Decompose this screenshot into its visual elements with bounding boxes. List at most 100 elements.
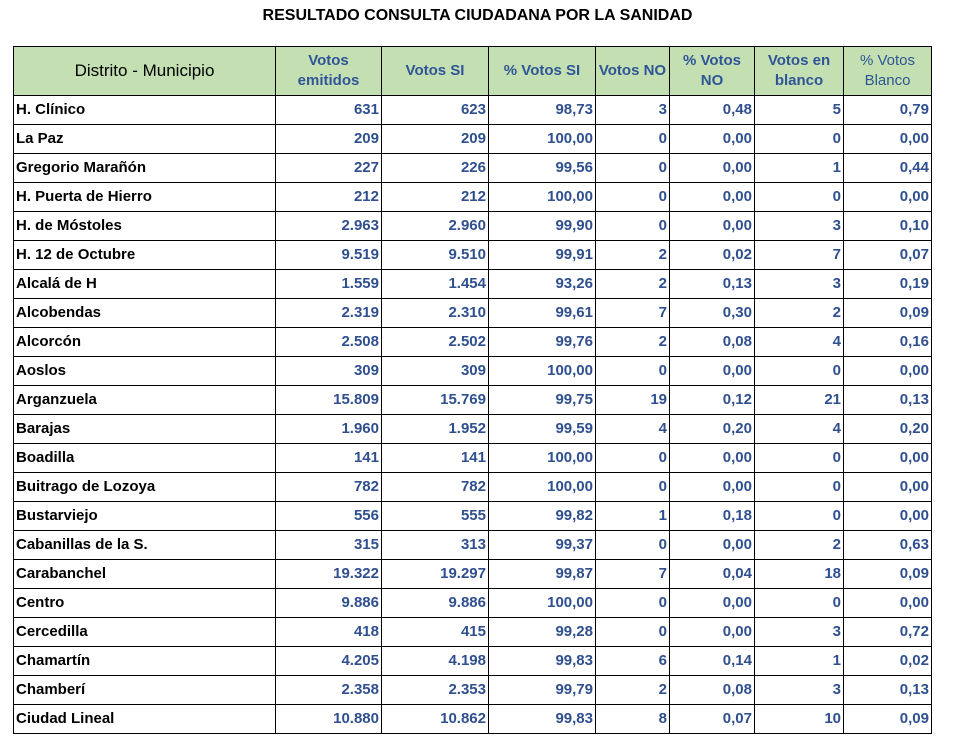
table-cell: 99,75 [488, 385, 596, 415]
table-cell: 2.963 [275, 211, 382, 241]
table-cell: 0,12 [669, 385, 755, 415]
table-cell: 99,76 [488, 327, 596, 357]
table-cell: 99,59 [488, 414, 596, 444]
table-cell: 99,83 [488, 646, 596, 676]
table-row: Centro 9.886 9.886 100,00 0 0,00 0 0,00 [13, 588, 932, 618]
table-cell: 0 [754, 124, 844, 154]
table-cell: 0,14 [669, 646, 755, 676]
table-cell: 100,00 [488, 356, 596, 386]
table-cell: 10.880 [275, 704, 382, 734]
table-cell: 0,02 [669, 240, 755, 270]
table-cell: 0,00 [669, 182, 755, 212]
header-cell: Votos SI [381, 46, 489, 96]
table-cell: 99,91 [488, 240, 596, 270]
table-cell: 10.862 [381, 704, 489, 734]
table-cell: 0 [595, 124, 670, 154]
table-cell: 10 [754, 704, 844, 734]
table-cell: 0,04 [669, 559, 755, 589]
table-cell: H. 12 de Octubre [13, 240, 276, 270]
table-cell: 0,16 [843, 327, 932, 357]
table-row: H. 12 de Octubre 9.519 9.510 99,91 2 0,02 7 0,0… [13, 240, 932, 270]
header-cell: % Votos Blanco [843, 46, 932, 96]
table-row: Alcalá de H 1.559 1.454 93,26 2 0,13 3 0,19 [13, 269, 932, 299]
table-cell: 0 [595, 153, 670, 183]
table-cell: Bustarviejo [13, 501, 276, 531]
table-cell: 9.519 [275, 240, 382, 270]
table-row: La Paz 209 209 100,00 0 0,00 0 0,00 [13, 124, 932, 154]
table-cell: Cabanillas de la S. [13, 530, 276, 560]
table-cell: 0,00 [669, 443, 755, 473]
table-cell: 0,30 [669, 298, 755, 328]
table-cell: 2.358 [275, 675, 382, 705]
table-cell: 4 [595, 414, 670, 444]
table-cell: 100,00 [488, 472, 596, 502]
header-cell: % Votos SI [488, 46, 596, 96]
table-cell: 99,61 [488, 298, 596, 328]
table-cell: Aoslos [13, 356, 276, 386]
table-cell: 309 [275, 356, 382, 386]
table-cell: 0,48 [669, 95, 755, 125]
header-cell: Votos emitidos [275, 46, 382, 96]
table-cell: 0,07 [669, 704, 755, 734]
table-cell: 782 [275, 472, 382, 502]
table-cell: 99,56 [488, 153, 596, 183]
table-cell: 0,00 [843, 356, 932, 386]
table-cell: Gregorio Marañón [13, 153, 276, 183]
table-cell: 93,26 [488, 269, 596, 299]
table-cell: 209 [381, 124, 489, 154]
table-cell: 0 [595, 356, 670, 386]
table-cell: 0,00 [669, 588, 755, 618]
table-cell: 0,00 [669, 472, 755, 502]
table-cell: 2 [595, 327, 670, 357]
table-cell: 0 [754, 501, 844, 531]
table-cell: 0 [595, 182, 670, 212]
header-cell: Distrito - Municipio [13, 46, 276, 96]
table-cell: 3 [595, 95, 670, 125]
table-cell: 0 [595, 530, 670, 560]
header-cell: % Votos NO [669, 46, 755, 96]
table-row: Chamberí 2.358 2.353 99,79 2 0,08 3 0,13 [13, 675, 932, 705]
table-cell: 0,08 [669, 327, 755, 357]
table-cell: 0,00 [843, 124, 932, 154]
table-cell: Arganzuela [13, 385, 276, 415]
table-cell: 3 [754, 211, 844, 241]
table-cell: 1.454 [381, 269, 489, 299]
table-cell: 0 [754, 182, 844, 212]
table-row: Barajas 1.960 1.952 99,59 4 0,20 4 0,20 [13, 414, 932, 444]
table-cell: 1.960 [275, 414, 382, 444]
table-cell: 0,72 [843, 617, 932, 647]
table-cell: 2.319 [275, 298, 382, 328]
table-cell: Buitrago de Lozoya [13, 472, 276, 502]
table-row: Alcorcón 2.508 2.502 99,76 2 0,08 4 0,16 [13, 327, 932, 357]
table-row: Cercedilla 418 415 99,28 0 0,00 3 0,72 [13, 617, 932, 647]
table-cell: Chamberí [13, 675, 276, 705]
table-cell: 99,79 [488, 675, 596, 705]
table-cell: 15.809 [275, 385, 382, 415]
table-cell: Cercedilla [13, 617, 276, 647]
table-cell: 209 [275, 124, 382, 154]
table-cell: 0,08 [669, 675, 755, 705]
table-cell: 1 [595, 501, 670, 531]
table-cell: 2.960 [381, 211, 489, 241]
table-cell: 4 [754, 414, 844, 444]
table-cell: 0,09 [843, 559, 932, 589]
table-cell: 100,00 [488, 124, 596, 154]
table-cell: 0,00 [843, 588, 932, 618]
table-cell: Alcalá de H [13, 269, 276, 299]
table-row: Arganzuela 15.809 15.769 99,75 19 0,12 21 0,13 [13, 385, 932, 415]
table-cell: 0,18 [669, 501, 755, 531]
table-cell: 9.510 [381, 240, 489, 270]
table-cell: 8 [595, 704, 670, 734]
table-cell: 2.502 [381, 327, 489, 357]
title: RESULTADO CONSULTA CIUDADANA POR LA SANI… [262, 7, 693, 24]
table-cell: 0,00 [669, 211, 755, 241]
table-cell: H. Puerta de Hierro [13, 182, 276, 212]
table-row: Bustarviejo 556 555 99,82 1 0,18 0 0,00 [13, 501, 932, 531]
table-cell: 0,02 [843, 646, 932, 676]
table-cell: Alcorcón [13, 327, 276, 357]
table-cell: 309 [381, 356, 489, 386]
table-cell: 0 [595, 211, 670, 241]
table-cell: H. Clínico [13, 95, 276, 125]
table-cell: 1 [754, 153, 844, 183]
table-cell: 0,13 [843, 675, 932, 705]
